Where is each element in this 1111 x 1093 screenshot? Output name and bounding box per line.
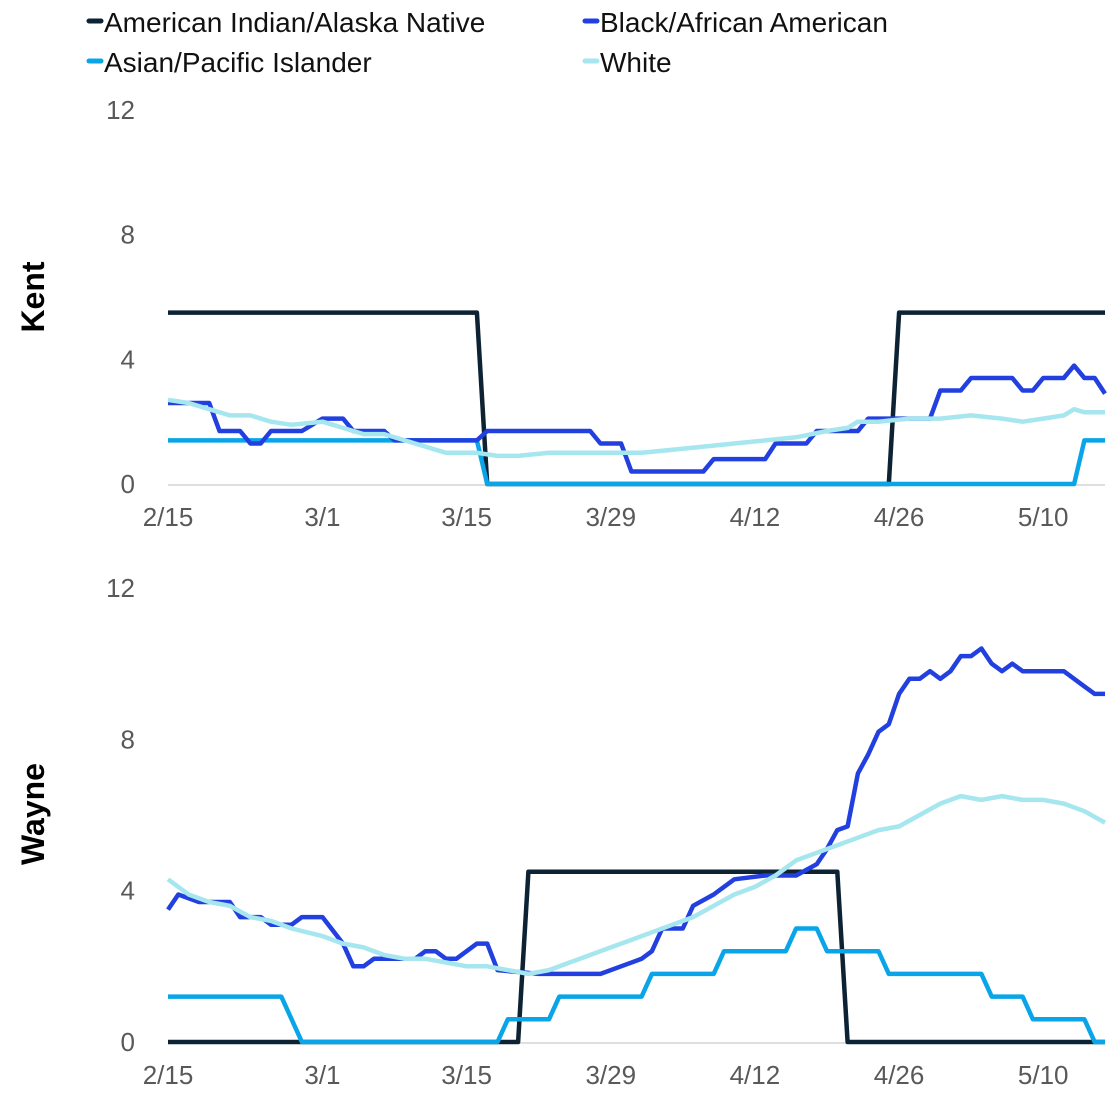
x-tick-label: 2/15 xyxy=(143,1060,194,1090)
x-tick-label: 3/15 xyxy=(441,1060,492,1090)
series-line-white xyxy=(167,397,1105,459)
series-line-asian-pacific-islander xyxy=(168,438,1105,487)
panel-label-kent: Kent xyxy=(15,261,51,332)
x-tick-label: 3/15 xyxy=(441,502,492,532)
y-tick-label: 4 xyxy=(121,344,135,374)
x-tick-label: 3/1 xyxy=(304,502,340,532)
chart-panel-kent: Kent 0 4 8 12 2/15 3/1 3/15 3/29 4/12 4/26 5/10 xyxy=(15,95,1107,532)
x-tick-label: 3/1 xyxy=(304,1060,340,1090)
y-tick-label: 0 xyxy=(121,469,135,499)
y-tick-label: 12 xyxy=(106,95,135,125)
y-tick-label: 8 xyxy=(121,724,135,754)
y-tick-label: 4 xyxy=(121,876,135,906)
y-tick-label: 8 xyxy=(121,220,135,250)
legend-label-black-african-american: Black/African American xyxy=(600,7,888,38)
chart-panel-wayne: Wayne 0 4 8 12 2/15 3/1 3/15 3/29 4/12 4/26 5/10 xyxy=(15,573,1107,1090)
panel-label-wayne: Wayne xyxy=(15,763,51,865)
x-tick-label: 5/10 xyxy=(1018,502,1069,532)
series-line-black-african-american xyxy=(168,363,1107,474)
x-tick-label: 3/29 xyxy=(585,502,636,532)
x-tick-label: 4/26 xyxy=(874,1060,925,1090)
x-tick-label: 4/12 xyxy=(730,502,781,532)
x-tick-label: 4/26 xyxy=(874,502,925,532)
series-line-american-indian-alaska-native xyxy=(168,310,1105,487)
x-tick-label: 2/15 xyxy=(143,502,194,532)
x-tick-label: 4/12 xyxy=(730,1060,781,1090)
legend-label-asian-pacific-islander: Asian/Pacific Islander xyxy=(104,47,372,78)
legend-label-white: White xyxy=(600,47,672,78)
series-line-black-african-american xyxy=(166,646,1105,977)
legend: American Indian/Alaska Native Asian/Pacif… xyxy=(86,7,888,78)
x-tick-label: 3/29 xyxy=(585,1060,636,1090)
legend-label-american-indian-alaska-native: American Indian/Alaska Native xyxy=(104,7,485,38)
x-tick-label: 5/10 xyxy=(1018,1060,1069,1090)
series-line-white xyxy=(166,793,1107,977)
series-line-american-indian-alaska-native xyxy=(168,869,1105,1045)
series-line-asian-pacific-islander xyxy=(168,926,1105,1045)
y-tick-label: 0 xyxy=(121,1027,135,1057)
y-tick-label: 12 xyxy=(106,573,135,603)
